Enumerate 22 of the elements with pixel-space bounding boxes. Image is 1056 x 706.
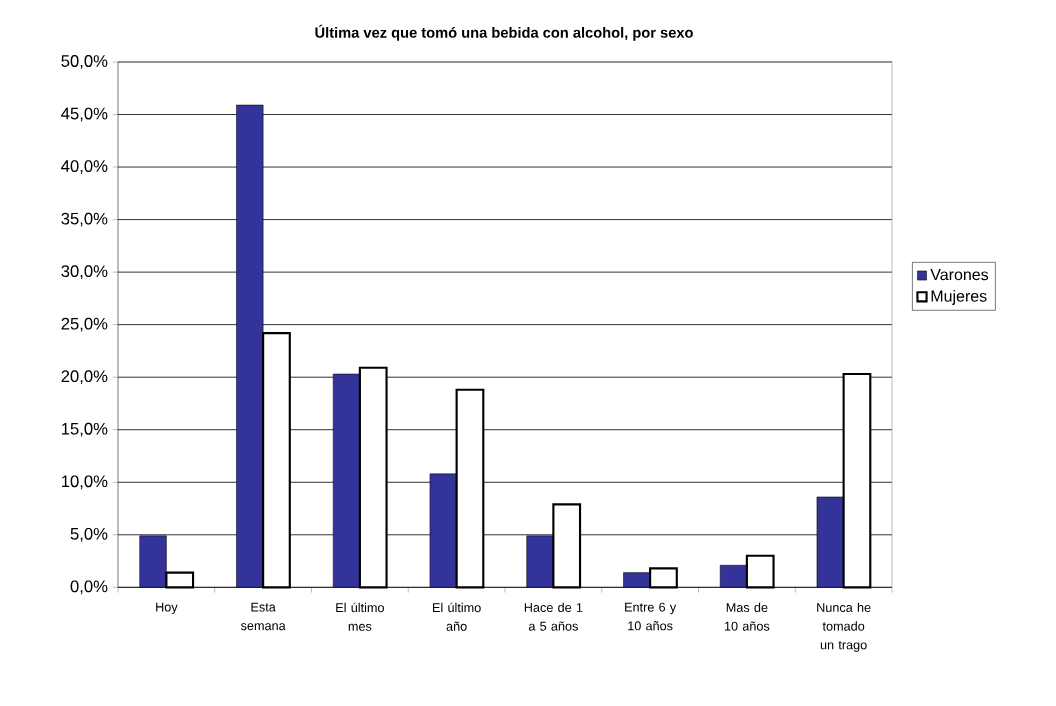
x-tick-label: Esta semana bbox=[240, 602, 286, 631]
x-tick-label: Hoy bbox=[156, 602, 178, 615]
y-tick-label: 35,0% bbox=[61, 212, 108, 227]
y-tick-label: 45,0% bbox=[61, 107, 108, 122]
y-tick-label: 5,0% bbox=[70, 527, 108, 542]
y-tick-label: 25,0% bbox=[61, 317, 108, 332]
x-tick-label: Mas de 10 años bbox=[724, 602, 770, 631]
y-tick-label: 20,0% bbox=[61, 370, 108, 385]
x-tick-label: El último año bbox=[433, 602, 481, 631]
x-tick-label: Hace de 1 a 5 años bbox=[524, 602, 583, 631]
x-tick-label: Entre 6 y 10 años bbox=[625, 602, 677, 631]
y-tick-label: 15,0% bbox=[61, 422, 108, 437]
legend-label: Varones bbox=[930, 269, 989, 281]
x-tick-label: Nunca he tomado un trago bbox=[817, 602, 871, 652]
y-tick-label: 40,0% bbox=[61, 160, 108, 174]
y-tick-label: 10,0% bbox=[61, 475, 108, 490]
y-tick-label: 30,0% bbox=[61, 265, 108, 280]
y-tick-label: 50,0% bbox=[61, 55, 108, 69]
chart-title: Última vez que tomó una bebida con alcohol, por sexo bbox=[315, 24, 693, 41]
legend-label: Mujeres bbox=[931, 290, 987, 305]
x-tick-label: El último mes bbox=[336, 602, 384, 631]
y-tick-label: 0,0% bbox=[70, 580, 108, 595]
